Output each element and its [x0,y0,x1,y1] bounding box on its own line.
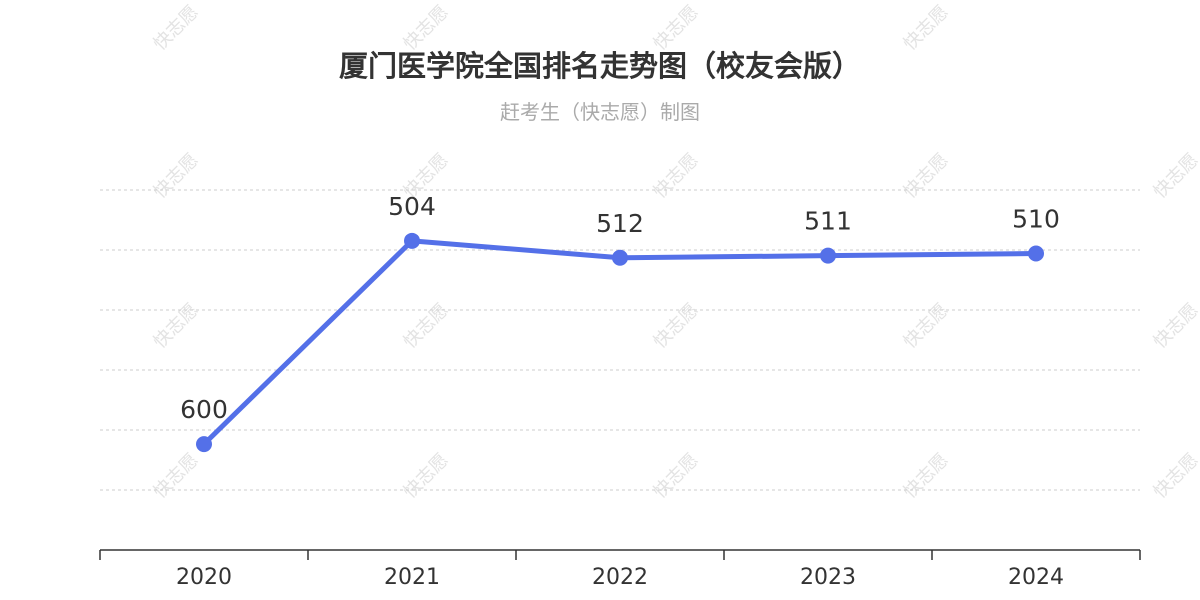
watermark-text: 快志愿 [900,450,953,503]
data-point[interactable] [196,436,212,453]
x-tick-label: 2022 [592,565,648,590]
x-tick-label: 2024 [1008,565,1064,590]
watermark-text: 快志愿 [1150,150,1200,203]
x-tick-label: 2020 [176,565,232,590]
x-tick-label: 2023 [800,565,856,590]
data-points [196,232,1044,453]
data-point[interactable] [820,247,836,264]
watermark-text: 快志愿 [650,2,703,55]
data-label: 512 [596,209,644,238]
x-axis: 2020 2021 2022 2023 2024 [99,549,1141,590]
grid-lines [100,189,1140,491]
data-point[interactable] [612,249,628,266]
chart-title: 厦门医学院全国排名走势图（校友会版） [339,49,861,83]
watermark-text: 快志愿 [150,2,203,55]
data-label: 504 [388,192,436,221]
watermark-text: 快志愿 [650,450,703,503]
watermark-text: 快志愿 [400,2,453,55]
x-tick-label: 2021 [384,565,440,590]
watermark-text: 快志愿 [900,2,953,55]
watermark-text: 快志愿 [650,300,703,353]
data-label: 510 [1012,205,1060,234]
data-label: 511 [804,207,852,236]
watermark-text: 快志愿 [650,150,703,203]
watermark-text: 快志愿 [1150,300,1200,353]
watermark-text: 快志愿 [900,300,953,353]
watermark-text: 快志愿 [400,450,453,503]
chart-subtitle: 赶考生（快志愿）制图 [500,100,700,124]
watermark-text: 快志愿 [150,300,203,353]
data-label: 600 [180,395,228,424]
watermark-text: 快志愿 [900,150,953,203]
watermark-text: 快志愿 [150,150,203,203]
data-labels: 600 504 512 511 510 [180,192,1060,424]
data-point[interactable] [1028,245,1044,262]
data-point[interactable] [404,232,420,249]
watermark-text: 快志愿 [150,450,203,503]
watermark-text: 快志愿 [400,300,453,353]
watermark-text: 快志愿 [1150,450,1200,503]
